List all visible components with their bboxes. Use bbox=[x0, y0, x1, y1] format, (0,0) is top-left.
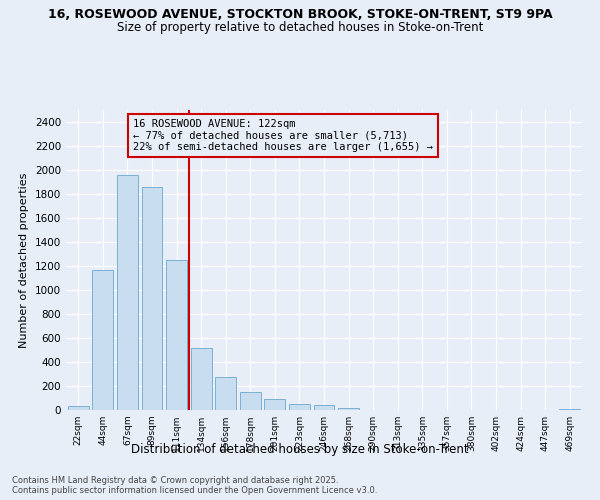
Bar bbox=[338, 408, 359, 410]
Bar bbox=[142, 187, 163, 410]
Bar bbox=[92, 270, 113, 410]
Bar bbox=[314, 404, 334, 410]
Bar bbox=[68, 406, 89, 410]
Bar bbox=[215, 377, 236, 410]
Text: Distribution of detached houses by size in Stoke-on-Trent: Distribution of detached houses by size … bbox=[131, 442, 469, 456]
Bar bbox=[240, 392, 261, 410]
Text: 16, ROSEWOOD AVENUE, STOCKTON BROOK, STOKE-ON-TRENT, ST9 9PA: 16, ROSEWOOD AVENUE, STOCKTON BROOK, STO… bbox=[47, 8, 553, 20]
Bar bbox=[265, 399, 286, 410]
Bar bbox=[117, 175, 138, 410]
Y-axis label: Number of detached properties: Number of detached properties bbox=[19, 172, 29, 348]
Bar bbox=[289, 404, 310, 410]
Text: Size of property relative to detached houses in Stoke-on-Trent: Size of property relative to detached ho… bbox=[117, 21, 483, 34]
Text: Contains HM Land Registry data © Crown copyright and database right 2025.
Contai: Contains HM Land Registry data © Crown c… bbox=[12, 476, 377, 495]
Bar bbox=[191, 348, 212, 410]
Bar bbox=[166, 260, 187, 410]
Text: 16 ROSEWOOD AVENUE: 122sqm
← 77% of detached houses are smaller (5,713)
22% of s: 16 ROSEWOOD AVENUE: 122sqm ← 77% of deta… bbox=[133, 119, 433, 152]
